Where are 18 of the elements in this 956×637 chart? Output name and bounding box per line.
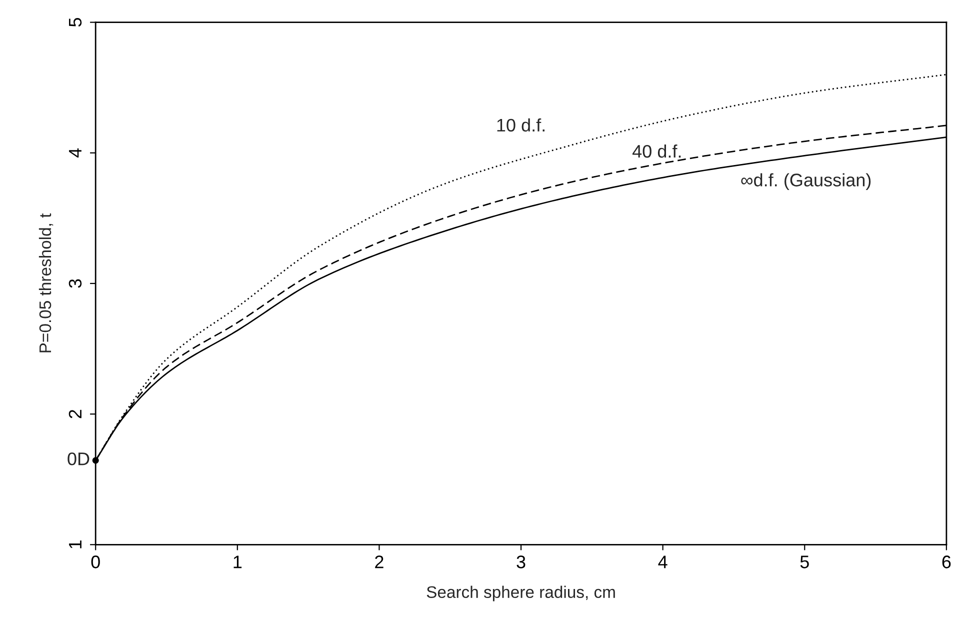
x-tick-label: 4 [658, 556, 668, 568]
y-axis-title: P=0.05 threshold, t [38, 213, 54, 352]
x-axis-title: Search sphere radius, cm [426, 586, 615, 602]
y-tick-label: 1 [69, 540, 82, 548]
y-tick-label: 3 [68, 279, 82, 288]
annotation: 10 d.f. [497, 118, 544, 132]
x-tick-label: 3 [516, 556, 526, 568]
y-tick-label: 2 [68, 410, 82, 418]
y-tick-label: 5 [69, 18, 82, 27]
annotation: 0D [68, 452, 90, 466]
x-tick-label: 1 [234, 556, 242, 568]
y-tick-label: 4 [69, 148, 82, 158]
x-tick-label: 2 [375, 556, 384, 568]
x-tick-label: 5 [800, 556, 809, 568]
x-tick-label: 6 [942, 556, 951, 568]
annotation: ∞d.f. (Gaussian) [741, 173, 871, 190]
x-tick-label: 0 [91, 556, 100, 568]
annotation: 40 d.f. [632, 144, 681, 158]
